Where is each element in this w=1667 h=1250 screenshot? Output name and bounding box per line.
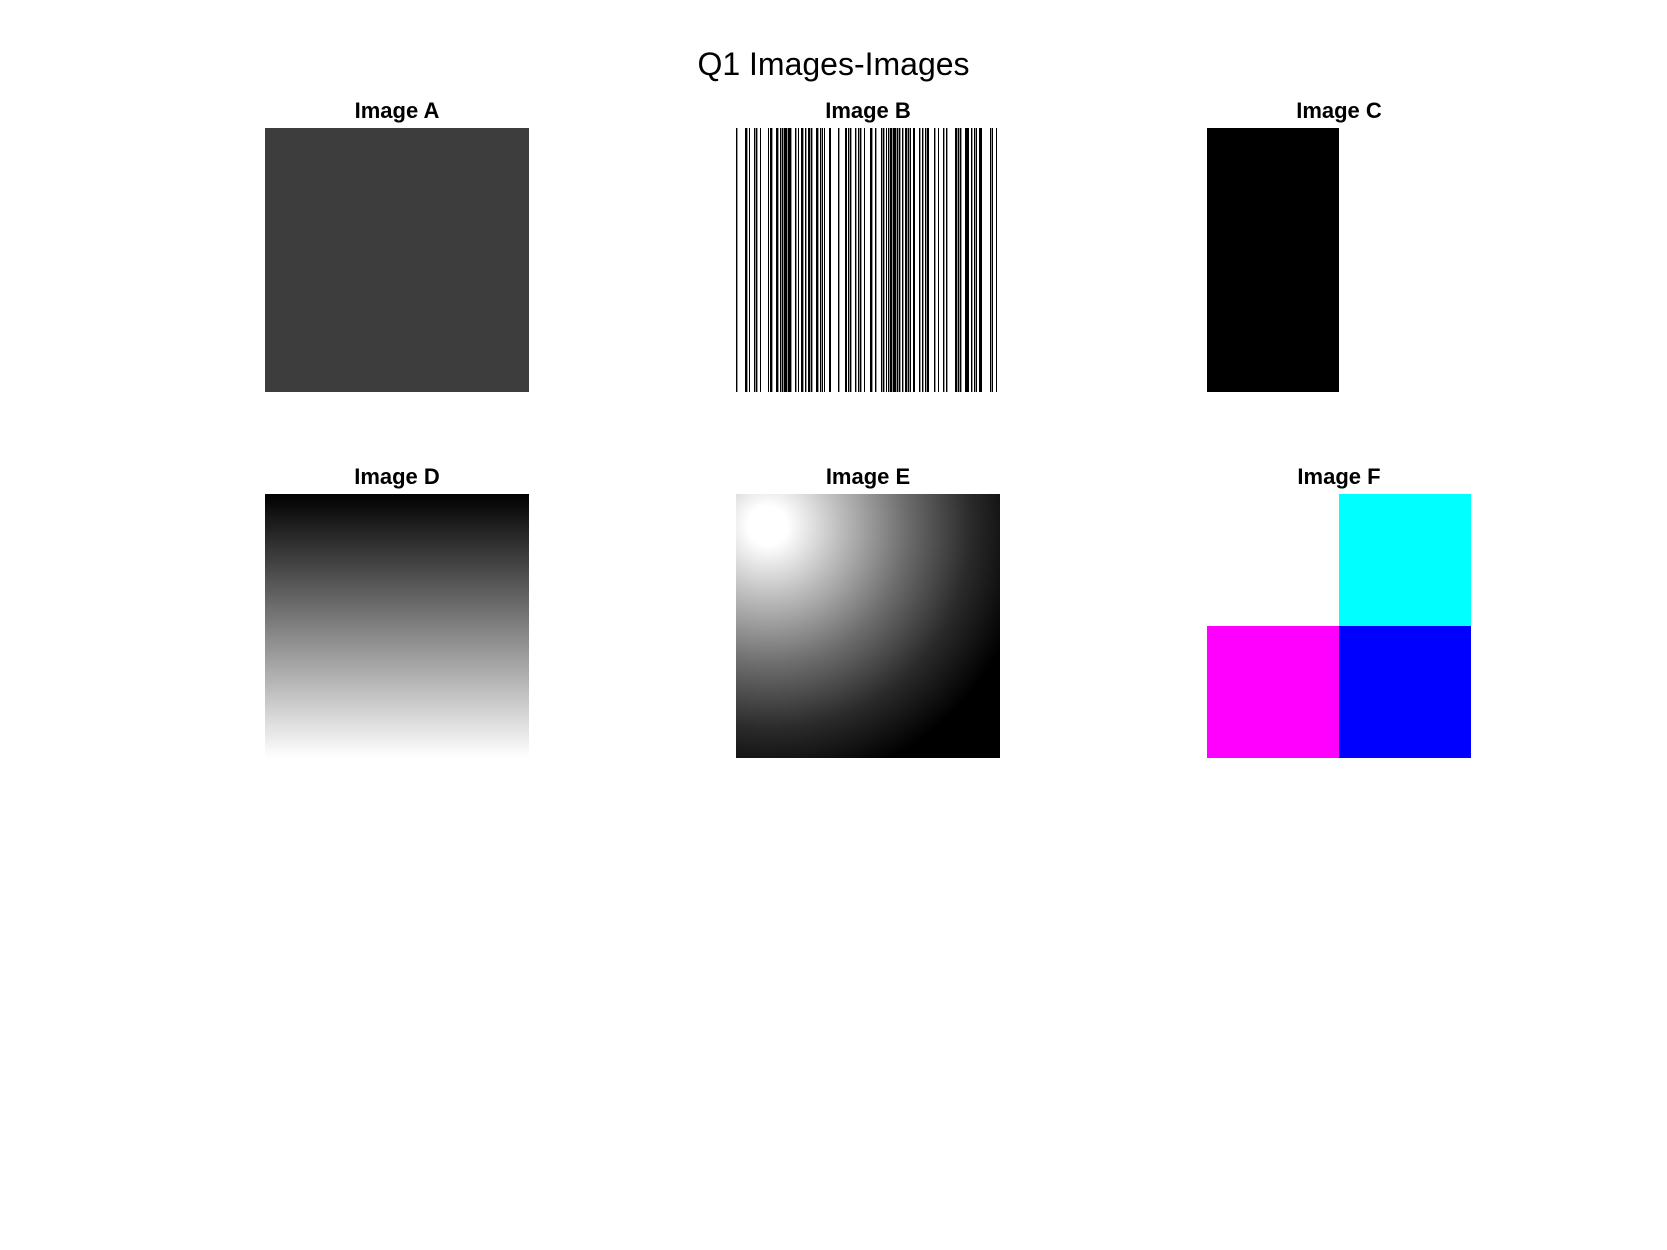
image-d-vertical-gradient bbox=[265, 494, 529, 758]
image-e-radial-gradient bbox=[736, 494, 1000, 758]
image-c-title: Image C bbox=[1296, 98, 1382, 123]
quadrant-bottom-left bbox=[1207, 626, 1339, 758]
figure-title: Q1 Images-Images bbox=[697, 46, 970, 82]
image-e-title: Image E bbox=[825, 464, 911, 489]
image-b-vertical-stripes bbox=[736, 128, 1000, 392]
image-d-title: Image D bbox=[354, 464, 440, 489]
image-a-title: Image A bbox=[354, 98, 440, 123]
image-f-color-quadrants bbox=[1207, 494, 1471, 758]
image-a-uniform-gray bbox=[265, 128, 529, 392]
quadrant-top-left bbox=[1207, 494, 1339, 626]
quadrant-bottom-right bbox=[1339, 626, 1471, 758]
quadrant-top-right bbox=[1339, 494, 1471, 626]
image-c-half-black bbox=[1207, 128, 1471, 392]
image-b-title: Image B bbox=[825, 98, 911, 123]
image-f-title: Image F bbox=[1297, 464, 1381, 489]
